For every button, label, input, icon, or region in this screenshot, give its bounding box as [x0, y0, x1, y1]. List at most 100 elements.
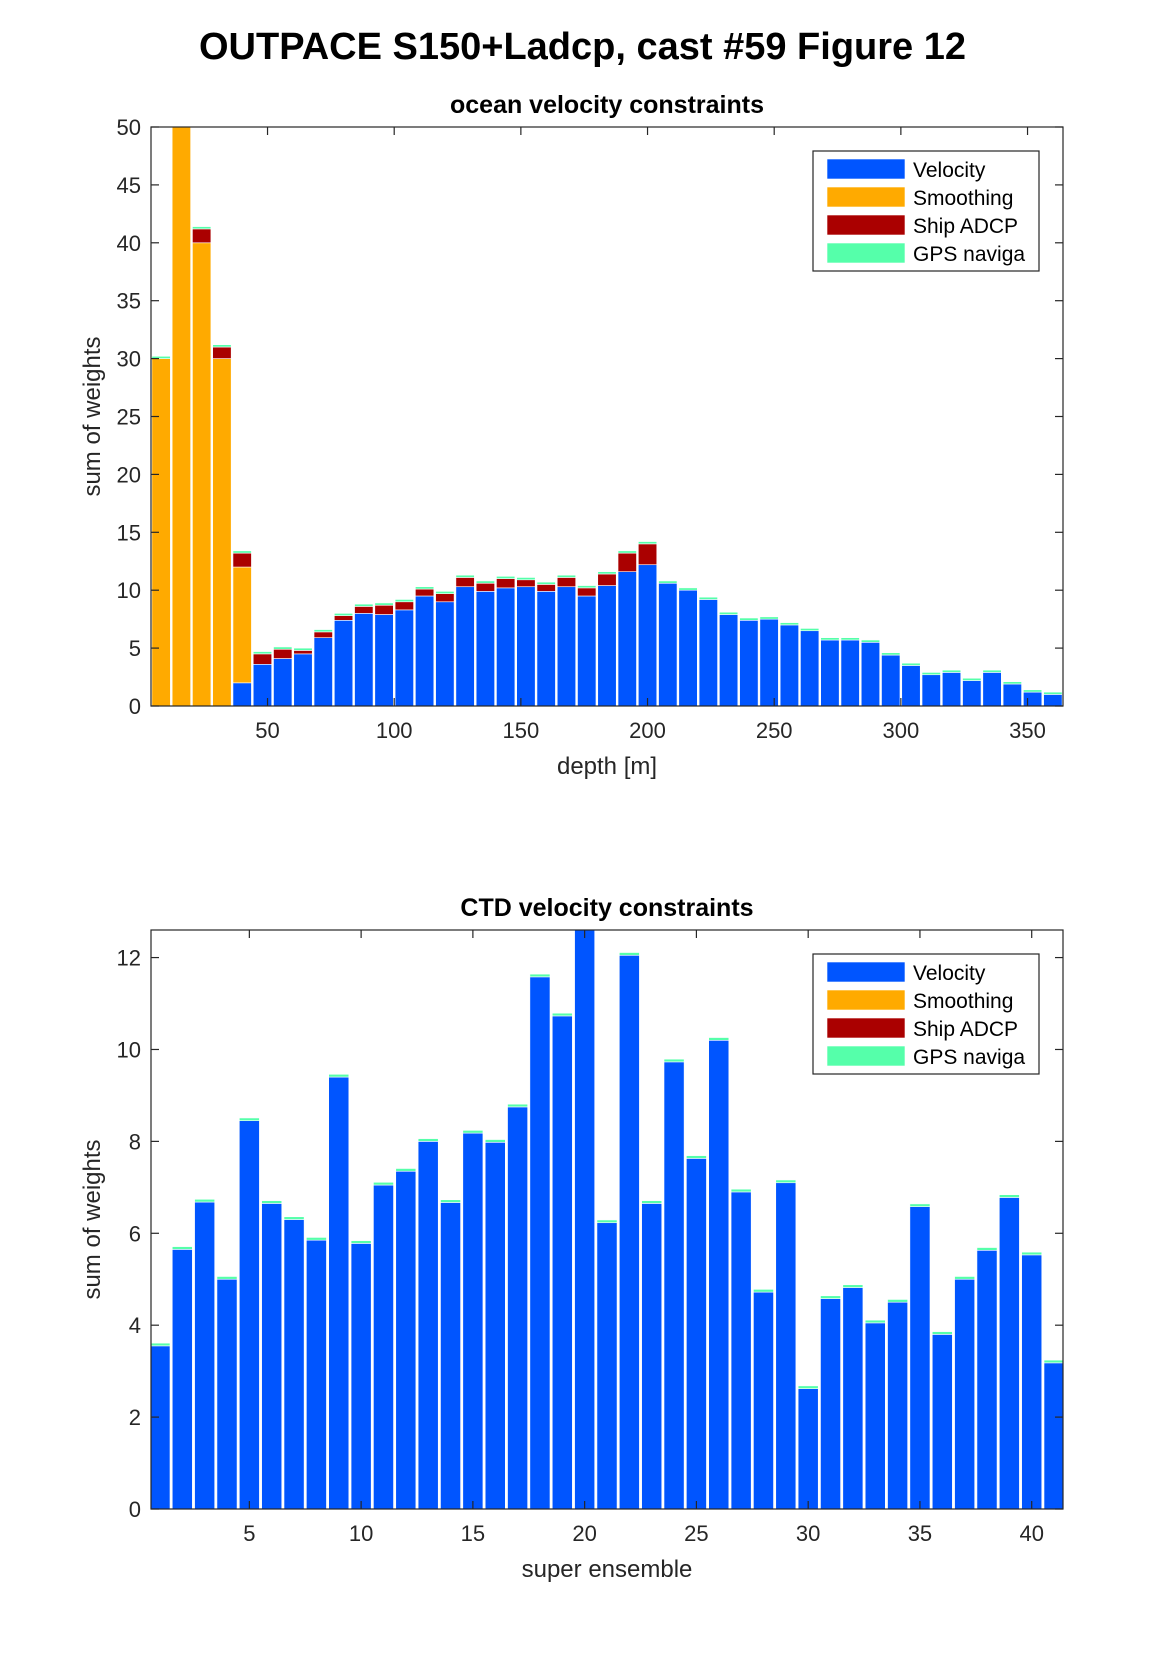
bottom-xtick-label: 15 — [461, 1521, 485, 1546]
top-ytick-label: 5 — [129, 636, 141, 661]
bottom-xtick-label: 40 — [1019, 1521, 1043, 1546]
top-bar-gps-naviga-36 — [860, 639, 881, 643]
bottom-bar-velocity-1 — [151, 1345, 171, 1509]
top-bar-velocity-31 — [759, 618, 779, 706]
top-bar-gps-naviga-26 — [658, 580, 678, 584]
bottom-ytick-label: 10 — [117, 1037, 141, 1062]
bottom-bar-velocity-10 — [350, 1243, 372, 1509]
top-bar-velocity-30 — [739, 620, 759, 706]
top-bar-gps-naviga-11 — [354, 603, 374, 607]
bottom-bar-velocity-3 — [194, 1201, 216, 1509]
top-bar-gps-naviga-8 — [293, 647, 313, 651]
top-xtick-label: 350 — [1009, 718, 1046, 743]
bottom-bar-velocity-31 — [820, 1298, 841, 1509]
bottom-bar-velocity-14 — [440, 1202, 461, 1509]
bottom-bar-gps-naviga-30 — [797, 1385, 819, 1389]
top-ytick-label: 40 — [117, 231, 141, 256]
top-bar-velocity-27 — [678, 589, 698, 706]
top-legend-label-velocity: Velocity — [913, 159, 986, 182]
top-bar-ship-adcp-3 — [192, 228, 212, 244]
bottom-bar-velocity-17 — [507, 1106, 528, 1509]
bottom-bar-velocity-29 — [775, 1182, 797, 1509]
bottom-bar-gps-naviga-7 — [283, 1216, 305, 1220]
bottom-bar-gps-naviga-26 — [708, 1037, 730, 1041]
bottom-bar-velocity-2 — [171, 1249, 193, 1509]
bottom-legend-swatch-gps-naviga — [826, 1045, 906, 1067]
bottom-ytick-label: 4 — [129, 1313, 141, 1338]
top-xtick-label: 50 — [255, 718, 279, 743]
bottom-legend: Velocity Smoothing Ship ADCP GPS naviga — [812, 953, 1040, 1075]
top-bar-velocity-16 — [455, 586, 475, 706]
bottom-bar-gps-naviga-35 — [909, 1203, 931, 1207]
top-bar-gps-naviga-28 — [698, 596, 718, 600]
top-bar-velocity-39 — [921, 674, 941, 706]
top-bar-gps-naviga-21 — [556, 574, 577, 578]
bottom-bar-gps-naviga-41 — [1043, 1359, 1063, 1364]
top-bar-ship-adcp-20 — [536, 584, 556, 592]
top-bar-velocity-21 — [556, 586, 577, 706]
top-bar-gps-naviga-6 — [252, 651, 273, 655]
bottom-bar-velocity-35 — [909, 1206, 931, 1509]
bottom-bar-gps-naviga-9 — [328, 1073, 350, 1078]
top-bar-gps-naviga-37 — [881, 652, 901, 656]
bottom-bar-velocity-19 — [551, 1015, 573, 1509]
top-x-axis-label: depth [m] — [557, 753, 657, 780]
bottom-xtick-label: 20 — [572, 1521, 596, 1546]
top-bar-gps-naviga-7 — [273, 646, 293, 650]
bottom-bar-gps-naviga-36 — [931, 1331, 953, 1335]
top-bar-ship-adcp-21 — [556, 577, 577, 588]
bottom-bar-velocity-27 — [730, 1191, 752, 1509]
top-bar-velocity-38 — [901, 665, 921, 706]
bottom-bar-gps-naviga-22 — [618, 952, 640, 956]
bottom-bars — [151, 930, 1063, 1509]
top-bar-velocity-36 — [860, 642, 881, 706]
top-bar-ship-adcp-12 — [374, 604, 394, 615]
bottom-bar-velocity-8 — [306, 1239, 327, 1509]
top-bar-ship-adcp-17 — [475, 582, 495, 592]
top-bar-gps-naviga-27 — [678, 587, 698, 591]
top-y-axis-label: sum of weights — [79, 336, 106, 496]
top-bar-gps-naviga-31 — [759, 616, 779, 620]
bottom-bar-velocity-11 — [373, 1184, 394, 1509]
bottom-bar-velocity-22 — [618, 954, 640, 1509]
top-bar-gps-naviga-39 — [921, 672, 941, 676]
bottom-bar-gps-naviga-33 — [864, 1319, 886, 1324]
bottom-bar-gps-naviga-29 — [775, 1179, 797, 1184]
bottom-bar-gps-naviga-17 — [507, 1103, 528, 1108]
bottom-xtick-label: 25 — [684, 1521, 708, 1546]
top-bar-gps-naviga-38 — [901, 662, 921, 666]
top-xtick-label: 150 — [503, 718, 540, 743]
bottom-bar-gps-naviga-34 — [887, 1299, 908, 1303]
top-bar-gps-naviga-32 — [779, 622, 799, 626]
bottom-bar-gps-naviga-32 — [842, 1284, 864, 1288]
top-bar-velocity-15 — [435, 601, 455, 706]
bottom-legend-label-ship-adcp: Ship ADCP — [913, 1018, 1018, 1041]
top-ytick-label: 15 — [117, 520, 141, 545]
top-bar-velocity-42 — [982, 672, 1002, 706]
top-ytick-label: 30 — [117, 347, 141, 372]
top-bar-velocity-44 — [1023, 691, 1043, 706]
top-bar-velocity-34 — [820, 639, 840, 706]
top-bar-gps-naviga-9 — [313, 629, 333, 633]
top-bar-velocity-10 — [333, 620, 354, 706]
bottom-bar-gps-naviga-10 — [350, 1240, 372, 1244]
top-bar-gps-naviga-29 — [719, 611, 739, 615]
bottom-bar-velocity-5 — [238, 1120, 260, 1509]
bottom-bar-velocity-34 — [887, 1301, 908, 1509]
top-bar-gps-naviga-23 — [597, 571, 617, 575]
top-bar-velocity-18 — [496, 587, 516, 706]
top-bar-ship-adcp-19 — [516, 579, 536, 588]
bottom-ytick-label: 2 — [129, 1405, 141, 1430]
bottom-bar-gps-naviga-16 — [484, 1139, 506, 1143]
bottom-ytick-label: 6 — [129, 1221, 141, 1246]
top-ytick-label: 0 — [129, 694, 141, 719]
top-bar-ship-adcp-5 — [232, 552, 252, 568]
top-bar-velocity-7 — [273, 658, 293, 706]
top-bar-velocity-28 — [698, 599, 718, 706]
top-chart: 50 100 150 200 250 300 350 0 5 10 15 20 25 30 35 40 45 50… — [79, 91, 1064, 780]
bottom-bar-gps-naviga-12 — [395, 1168, 417, 1172]
top-bar-velocity-17 — [475, 591, 495, 706]
top-bar-ship-adcp-8 — [293, 650, 313, 655]
top-ytick-label: 50 — [117, 115, 141, 140]
top-legend-swatch-gps-naviga — [826, 242, 906, 264]
